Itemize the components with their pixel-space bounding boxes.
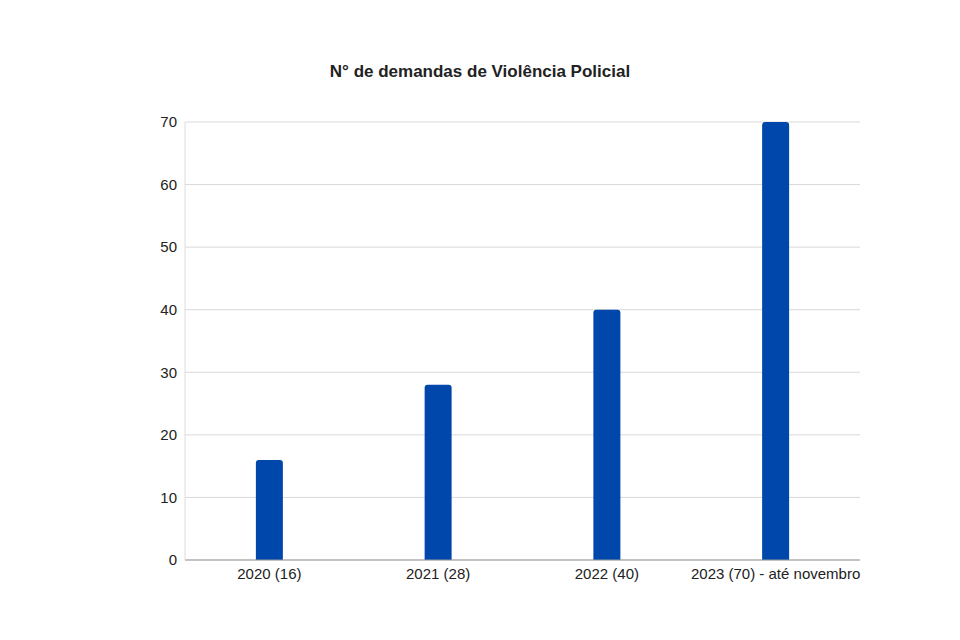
svg-text:20: 20 [160,426,177,443]
svg-text:60: 60 [160,176,177,193]
svg-text:2021 (28): 2021 (28) [406,565,470,582]
svg-text:30: 30 [160,364,177,381]
svg-text:50: 50 [160,238,177,255]
svg-text:2022 (40): 2022 (40) [575,565,639,582]
svg-text:40: 40 [160,301,177,318]
svg-text:2020 (16): 2020 (16) [237,565,301,582]
svg-text:0: 0 [169,551,177,568]
html-text:N° de demandas de Violência Po: N° de demandas de Violência Policial [329,62,631,81]
svg-text:2023 (70) - até novembro: 2023 (70) - até novembro [691,565,860,582]
svg-text:10: 10 [160,489,177,506]
svg-text:70: 70 [160,113,177,130]
